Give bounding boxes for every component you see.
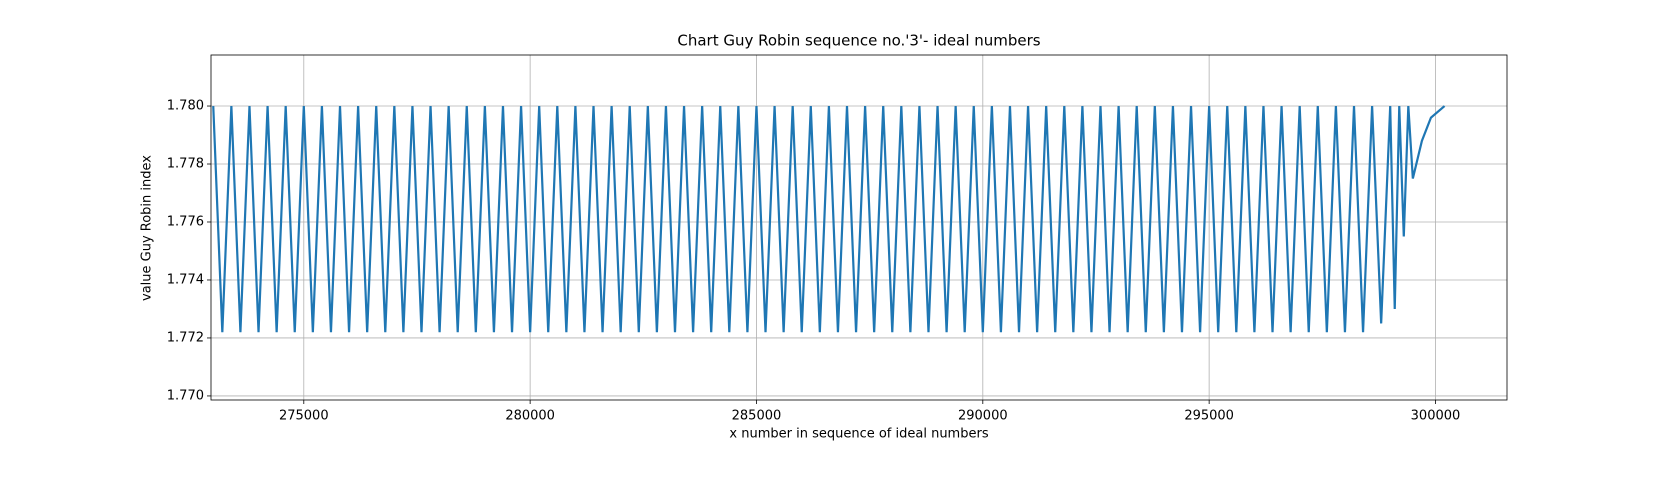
- y-tick-label: 1.776: [167, 214, 204, 229]
- y-axis-label: value Guy Robin index: [140, 155, 155, 301]
- chart-title: Chart Guy Robin sequence no.'3'- ideal n…: [677, 32, 1040, 50]
- x-tick-label: 280000: [505, 409, 555, 424]
- x-tick-label: 300000: [1411, 409, 1461, 424]
- plot-frame: [210, 54, 1508, 401]
- x-axis-label: x number in sequence of ideal numbers: [729, 427, 988, 442]
- y-tick-label: 1.774: [167, 272, 204, 287]
- y-tick-label: 1.778: [167, 157, 204, 172]
- series-line: [212, 105, 1446, 333]
- x-tick-label: 295000: [1184, 409, 1234, 424]
- x-tick-label: 275000: [279, 409, 329, 424]
- y-tick-label: 1.780: [167, 99, 204, 114]
- x-tick-label: 285000: [732, 409, 782, 424]
- y-tick-label: 1.770: [167, 388, 204, 403]
- y-tick-label: 1.772: [167, 330, 204, 345]
- x-tick-label: 290000: [958, 409, 1008, 424]
